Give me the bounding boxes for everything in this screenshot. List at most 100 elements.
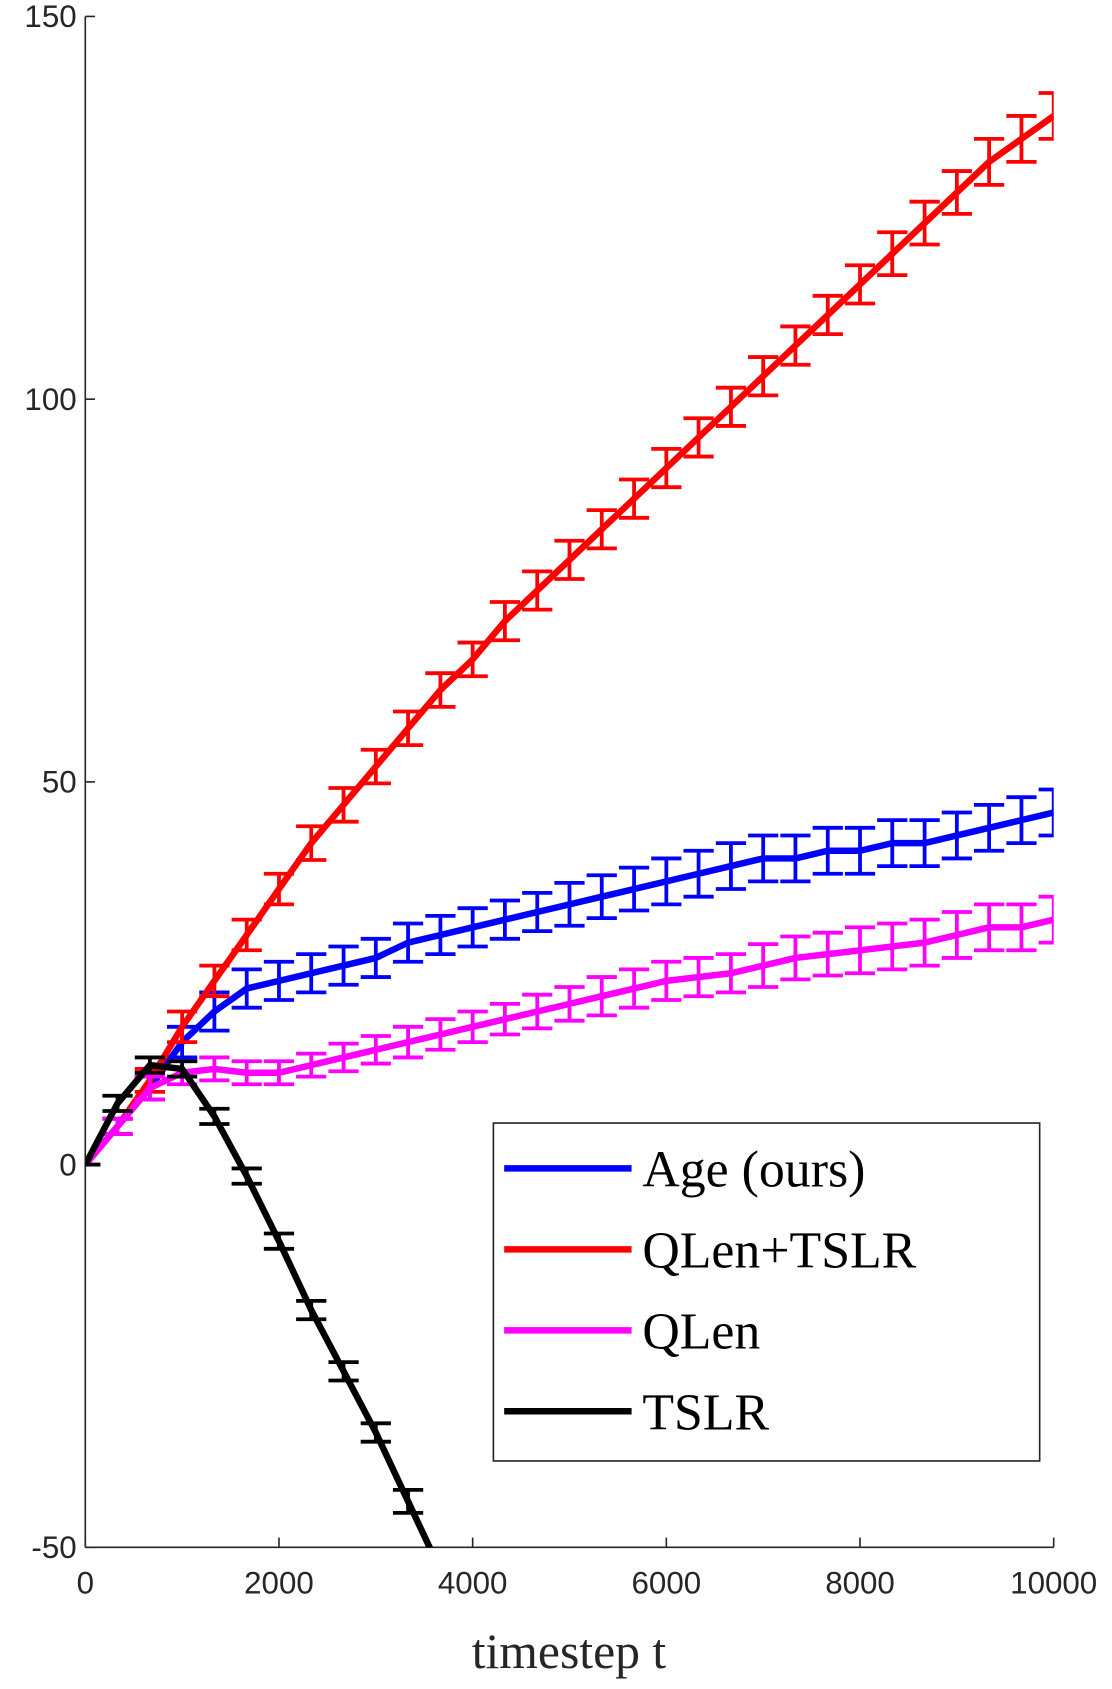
legend: Age (ours) QLen+TSLR QLen TSLR	[492, 1122, 1041, 1462]
error-bar	[941, 910, 972, 960]
error-bar	[296, 1298, 327, 1322]
error-bar	[554, 985, 585, 1023]
error-bar	[618, 865, 650, 913]
error-bar	[425, 913, 456, 956]
error-bar	[360, 936, 391, 979]
error-bar	[651, 447, 682, 490]
error-bar	[877, 230, 908, 278]
error-bar	[715, 385, 747, 428]
error-bar	[296, 824, 327, 862]
error-bar	[263, 1231, 295, 1251]
error-bar	[941, 169, 972, 216]
error-bar	[328, 1360, 359, 1383]
x-tick-label: 10000	[1010, 1566, 1097, 1601]
error-bar	[973, 802, 1005, 853]
error-bar	[360, 747, 391, 786]
legend-label: QLen+TSLR	[642, 1223, 916, 1280]
error-bar	[457, 1009, 488, 1045]
error-bar	[844, 925, 876, 976]
x-tick-label: 0	[77, 1566, 94, 1601]
y-tick-label: 50	[42, 765, 77, 800]
legend-label: Age (ours)	[642, 1142, 865, 1199]
y-tick-label: 0	[59, 1147, 76, 1182]
error-bar	[715, 841, 747, 891]
error-bar	[328, 786, 359, 824]
error-bar	[489, 898, 521, 941]
error-bar	[586, 873, 617, 921]
error-bar	[296, 952, 327, 995]
error-bar	[1038, 787, 1054, 838]
error-bar	[683, 416, 714, 459]
error-bar	[457, 906, 488, 949]
error-bar	[651, 856, 682, 907]
legend-box	[492, 1122, 1041, 1462]
error-bar	[392, 1024, 424, 1060]
error-bar	[683, 956, 714, 999]
error-bar	[392, 921, 424, 964]
error-bar	[586, 508, 617, 551]
error-bar	[360, 1034, 391, 1066]
error-bar	[457, 640, 488, 679]
error-bar	[780, 833, 811, 884]
error-bar	[263, 871, 295, 907]
error-bar	[263, 959, 295, 1002]
error-bar	[844, 263, 876, 306]
error-bar	[392, 709, 424, 748]
error-bar	[199, 1055, 230, 1083]
error-bar	[167, 1059, 198, 1079]
error-bar	[102, 1093, 133, 1113]
error-bar	[748, 355, 779, 398]
error-bar	[425, 671, 456, 709]
error-bar	[812, 825, 843, 876]
error-bar	[522, 890, 553, 934]
error-bar	[844, 825, 876, 876]
error-bar	[554, 881, 585, 928]
error-bar	[328, 944, 359, 987]
error-bar	[909, 199, 940, 247]
y-tick-label: -50	[31, 1530, 76, 1565]
error-bar	[909, 917, 940, 968]
y-tick-label: 150	[24, 0, 76, 34]
error-bar	[1038, 894, 1054, 945]
error-bar	[199, 1106, 230, 1126]
error-bar	[941, 810, 972, 861]
error-bar	[586, 975, 617, 1018]
error-bar	[715, 952, 747, 995]
error-bar	[263, 1059, 295, 1087]
error-bar	[425, 1017, 456, 1052]
error-bar	[489, 600, 521, 643]
error-bar	[1006, 902, 1037, 953]
error-bar	[1006, 795, 1037, 846]
error-bar	[748, 833, 779, 884]
error-bar	[231, 967, 262, 1010]
error-bar	[748, 942, 779, 989]
error-bar	[360, 1421, 391, 1444]
error-bar	[877, 921, 908, 972]
x-axis-label: timestep t	[472, 1624, 667, 1679]
error-bar	[780, 324, 811, 367]
error-bar	[780, 934, 811, 982]
x-tick-label: 2000	[244, 1566, 314, 1601]
error-bar	[554, 538, 585, 581]
error-bar	[231, 917, 262, 953]
error-bar	[973, 902, 1005, 953]
x-tick-label: 6000	[632, 1566, 702, 1601]
x-tick-label: 4000	[438, 1566, 508, 1601]
x-tick-label: 8000	[825, 1566, 895, 1601]
plot-area	[85, 91, 1054, 1548]
error-bar	[651, 959, 682, 1002]
error-bar	[167, 1009, 198, 1045]
error-bar	[392, 1488, 424, 1515]
error-bar	[1006, 114, 1037, 164]
error-bar	[296, 1051, 327, 1079]
error-bar	[973, 137, 1005, 187]
legend-label: TSLR	[642, 1385, 769, 1442]
error-bar	[134, 1055, 165, 1075]
error-bar	[489, 1001, 521, 1037]
error-bar	[812, 930, 843, 978]
series-line	[85, 1061, 434, 1548]
error-bar	[618, 967, 650, 1010]
error-bar	[877, 818, 908, 868]
